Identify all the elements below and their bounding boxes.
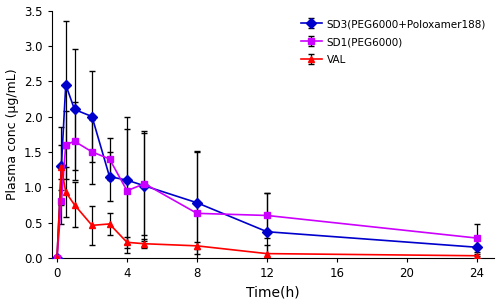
Y-axis label: Plasma conc (μg/mL): Plasma conc (μg/mL) <box>6 68 18 200</box>
Legend: SD3(PEG6000+Poloxamer188), SD1(PEG6000), VAL: SD3(PEG6000+Poloxamer188), SD1(PEG6000),… <box>298 16 489 68</box>
X-axis label: Time(h): Time(h) <box>246 285 300 300</box>
